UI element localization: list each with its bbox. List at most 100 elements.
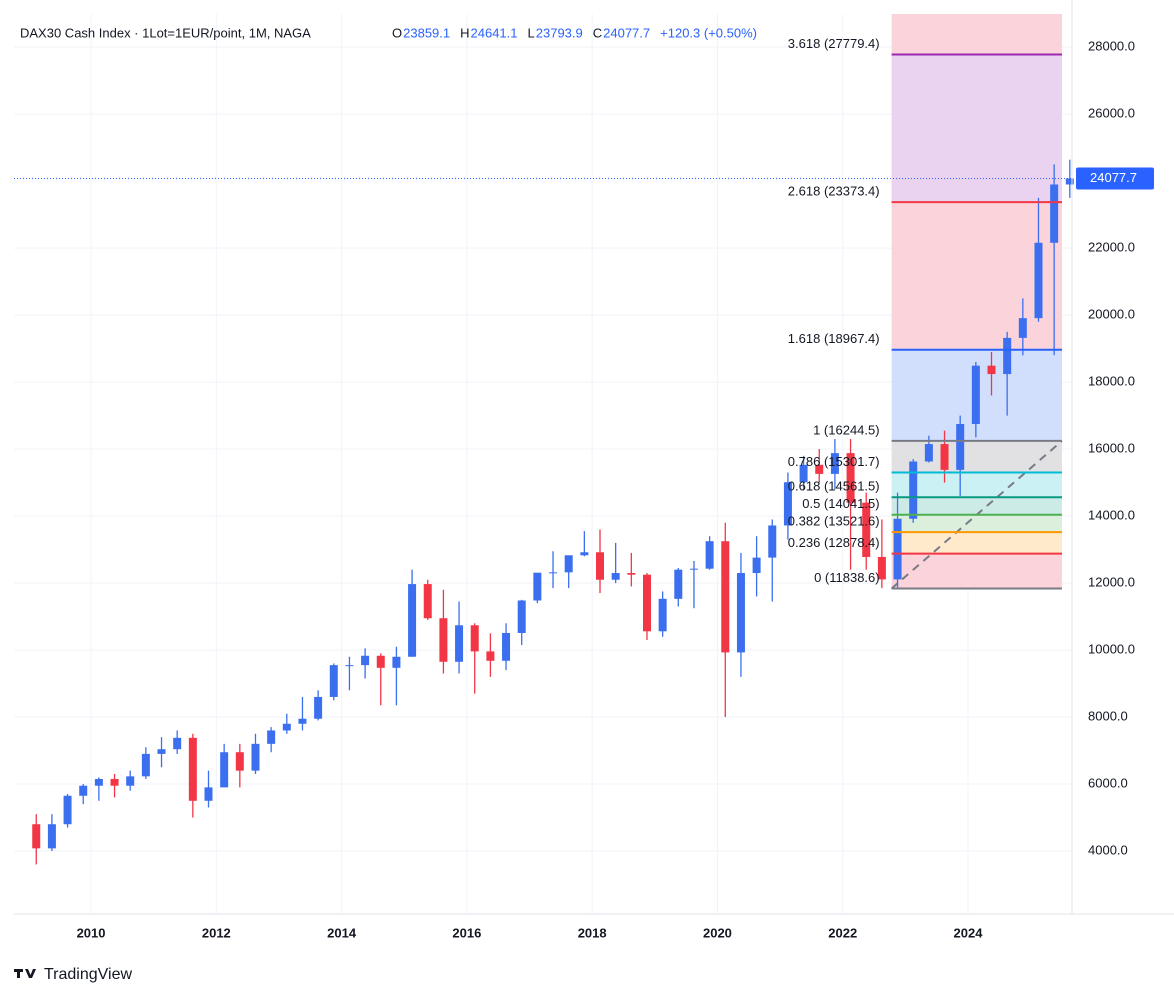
chart-title: DAX30 Cash Index · 1Lot=1EUR/point, 1M, …	[20, 25, 311, 40]
candle-body	[1050, 184, 1059, 243]
x-tick-label: 2010	[77, 925, 106, 940]
candle-body	[79, 785, 88, 796]
candle-body	[173, 737, 182, 750]
candle-body	[987, 365, 996, 375]
x-tick-label: 2018	[578, 925, 607, 940]
fib-level-label: 2.618 (23373.4)	[788, 184, 880, 199]
candle-body	[486, 651, 495, 661]
candle-body	[752, 557, 761, 574]
candle-body	[188, 737, 197, 801]
candle-body	[533, 572, 542, 601]
candle-body	[1018, 318, 1027, 338]
candle-body	[877, 556, 886, 580]
price-change: +120.3 (+0.50%)	[660, 25, 757, 40]
last-price-tag	[1076, 167, 1154, 190]
candle-body	[235, 752, 244, 771]
candle-body	[517, 600, 526, 633]
candle-body	[580, 552, 589, 556]
candle-body	[110, 779, 119, 786]
candle-body	[267, 730, 276, 744]
x-tick-label: 2012	[202, 925, 231, 940]
y-tick-label: 14000.0	[1088, 508, 1135, 523]
candle-body	[893, 518, 902, 580]
fib-zone	[891, 532, 1062, 554]
candle-body	[63, 795, 72, 825]
candle-body	[94, 779, 103, 786]
y-tick-label: 12000.0	[1088, 575, 1135, 590]
fib-zone	[891, 14, 1062, 55]
x-tick-label: 2020	[703, 925, 732, 940]
candle-body	[204, 787, 213, 801]
candle-body	[862, 502, 871, 557]
candle-body	[141, 753, 150, 777]
candle-body	[220, 752, 229, 788]
candle-body	[251, 743, 260, 771]
candle-body	[596, 552, 605, 580]
logo	[14, 969, 36, 978]
candle-body	[674, 569, 683, 599]
ohlc-value: 24077.7	[603, 25, 650, 40]
candle-body	[298, 718, 307, 724]
candle-body	[658, 598, 667, 632]
candle-body	[799, 464, 808, 483]
candle-body	[768, 525, 777, 558]
candle-body	[956, 423, 965, 470]
candle-body	[282, 723, 291, 731]
candle-body	[47, 824, 56, 849]
x-tick-label: 2014	[327, 925, 357, 940]
y-tick-label: 8000.0	[1088, 708, 1128, 723]
candle-body	[689, 568, 698, 570]
candle-body	[721, 541, 730, 653]
candle-body	[611, 573, 620, 580]
candle-body	[470, 625, 479, 652]
fib-zone	[891, 514, 1062, 533]
ohlc-key: H	[460, 25, 469, 40]
plot: 3.618 (27779.4) 2.618 (23373.4) 1.618 (189…	[14, 14, 1074, 914]
y-tick-label: 6000.0	[1088, 775, 1128, 790]
fib-level-label: 0.382 (13521.6)	[788, 514, 880, 529]
ohlc-value: 24641.1	[471, 25, 518, 40]
last-price-label: 24077.7	[1090, 170, 1137, 185]
y-tick-label: 16000.0	[1088, 441, 1135, 456]
ohlc-key: O	[392, 25, 402, 40]
candle-body	[564, 555, 573, 573]
fib-zone	[891, 202, 1062, 350]
candle-body	[1034, 242, 1043, 319]
candle-body	[627, 573, 636, 575]
fib-zone	[891, 497, 1062, 515]
candle-body	[815, 464, 824, 474]
candle-body	[423, 584, 432, 619]
candle-body	[329, 665, 338, 697]
ohlc-key: L	[528, 25, 535, 40]
candle-body	[455, 625, 464, 662]
y-tick-label: 22000.0	[1088, 240, 1135, 255]
fib-zone	[891, 54, 1062, 203]
fib-level-label: 0 (11838.6)	[814, 570, 880, 585]
fib-zone	[891, 440, 1062, 473]
y-tick-label: 10000.0	[1088, 642, 1135, 657]
fib-level-label: 1.618 (18967.4)	[788, 331, 880, 346]
y-tick-label: 4000.0	[1088, 842, 1128, 857]
x-tick-label: 2022	[828, 925, 857, 940]
candle-body	[408, 584, 417, 657]
fib-level-label: 3.618 (27779.4)	[788, 36, 880, 51]
candle-body	[502, 632, 511, 661]
candle-body	[642, 574, 651, 632]
ohlc-key: C	[593, 25, 602, 40]
candle-body	[345, 665, 354, 667]
y-tick-label: 20000.0	[1088, 307, 1135, 322]
fib-level-label: 0.618 (14561.5)	[788, 479, 880, 494]
candle-body	[549, 572, 558, 574]
fib-zone	[891, 472, 1062, 498]
candle-body	[1003, 337, 1012, 375]
y-tick-label: 18000.0	[1088, 374, 1135, 389]
candle-body	[924, 444, 933, 462]
candle-body	[361, 655, 370, 666]
candle-body	[736, 573, 745, 653]
y-tick-label: 28000.0	[1088, 39, 1135, 54]
candle-body	[909, 461, 918, 519]
x-tick-label: 2016	[452, 925, 481, 940]
candle-body	[971, 365, 980, 424]
candle-body	[126, 776, 135, 786]
